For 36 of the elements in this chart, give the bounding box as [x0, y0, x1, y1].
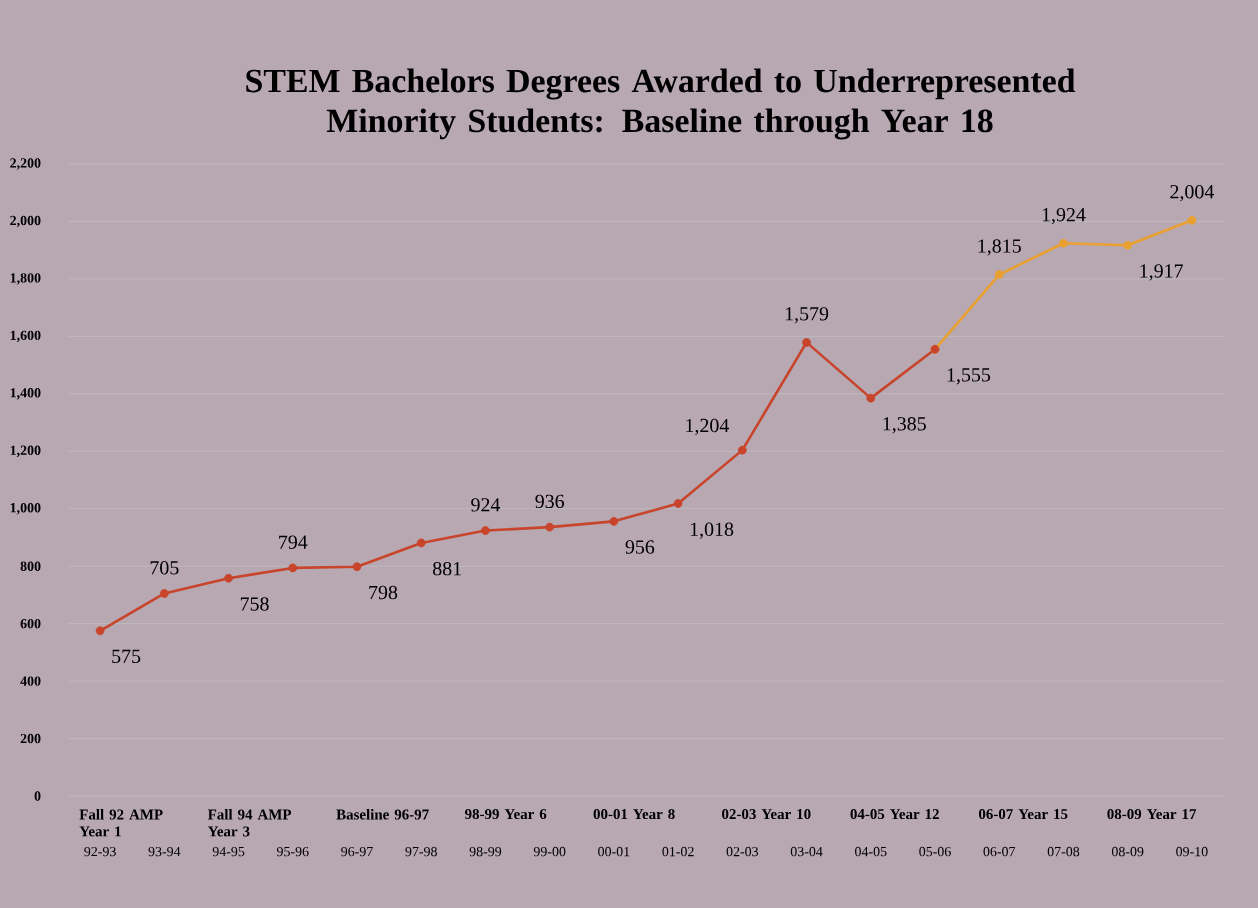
point — [1187, 215, 1197, 225]
point — [673, 499, 683, 508]
data-label: 1,815 — [978, 239, 1021, 256]
point — [545, 522, 555, 532]
point — [416, 538, 426, 548]
data-label: 1,555 — [947, 368, 991, 385]
point — [609, 516, 619, 526]
data-label: 798 — [369, 585, 398, 600]
point — [481, 526, 490, 535]
point — [352, 562, 362, 572]
data-label: 936 — [535, 494, 565, 509]
point — [288, 563, 298, 573]
data-label: 956 — [625, 540, 655, 554]
point — [1123, 240, 1133, 250]
data-label: 575 — [112, 649, 141, 664]
chart-title: STEM Bachelors Degrees Awarded to Underrepresented Minority Students: Baseline through Year 18 — [246, 68, 1076, 140]
data-label: 1,385 — [883, 417, 926, 434]
point — [159, 589, 169, 598]
data-label: 705 — [150, 561, 179, 575]
point — [1059, 238, 1068, 248]
point — [866, 393, 876, 403]
data-label: 1,018 — [690, 522, 734, 539]
data-label: 1,924 — [1042, 208, 1086, 225]
data-label: 794 — [279, 535, 308, 549]
point — [224, 573, 233, 583]
data-label: 1,579 — [785, 307, 829, 324]
data-label: 2,004 — [1170, 184, 1215, 202]
point — [737, 445, 747, 455]
point — [802, 338, 811, 347]
data-label: 881 — [433, 561, 461, 576]
data-label: 758 — [240, 597, 269, 611]
point — [994, 270, 1004, 279]
data-label: 1,204 — [686, 418, 730, 436]
data-label: 924 — [471, 498, 501, 512]
data-label: 1,917 — [1140, 264, 1183, 281]
point — [95, 626, 105, 636]
